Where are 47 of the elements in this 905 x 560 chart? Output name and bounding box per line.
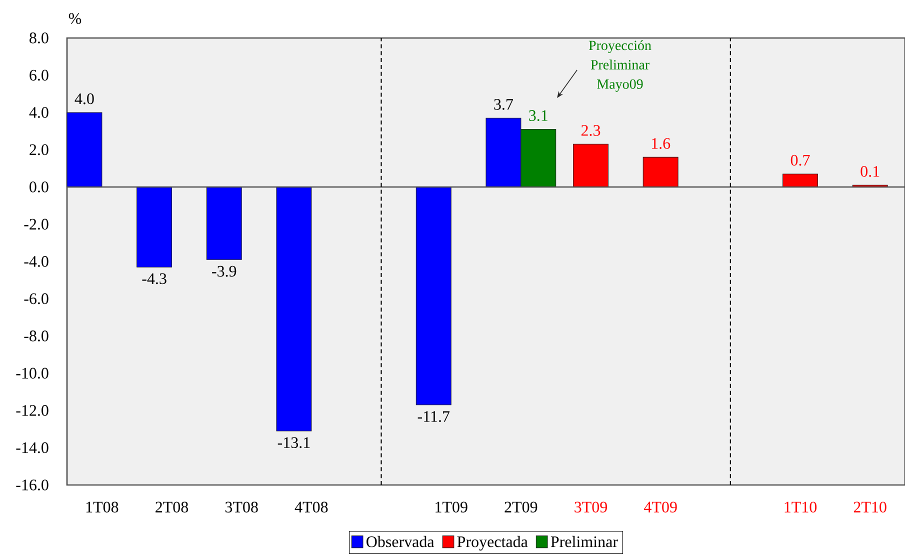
bar <box>136 186 172 268</box>
legend-label: Preliminar <box>550 536 618 548</box>
y-tick-label: -4.0 <box>24 256 48 267</box>
bar <box>66 112 102 188</box>
x-tick-label: 2T09 <box>504 502 538 512</box>
x-tick-label: 1T09 <box>436 502 468 512</box>
data-label: 4.0 <box>74 93 94 104</box>
y-tick-label: 4.0 <box>29 107 48 118</box>
x-tick-label: 4T09 <box>644 502 677 512</box>
y-tick-label: 6.0 <box>30 70 48 81</box>
data-label: 3.1 <box>529 110 548 121</box>
data-label: -13.1 <box>278 437 310 448</box>
legend-label: Proyectada <box>457 536 528 550</box>
bar <box>206 186 242 260</box>
x-tick-label: 1T08 <box>86 502 118 512</box>
y-axis-title: % <box>68 13 82 24</box>
y-tick-label: -10.0 <box>16 368 48 379</box>
x-tick-label: 2T08 <box>156 502 188 512</box>
y-tick-label: 8.0 <box>30 32 48 44</box>
x-tick-label: 3T09 <box>574 502 607 512</box>
x-tick-label: 1T10 <box>784 502 817 512</box>
x-tick-label: 4T08 <box>294 502 328 512</box>
data-label: 2.3 <box>581 125 600 136</box>
bar <box>276 186 312 432</box>
data-label: 0.7 <box>790 154 810 166</box>
x-tick-label: 2T10 <box>854 502 886 512</box>
bar <box>416 186 452 406</box>
data-label: 1.6 <box>652 138 670 149</box>
bar <box>573 144 608 188</box>
x-tick-label: 3T08 <box>225 502 258 512</box>
bar <box>642 156 678 188</box>
y-tick-label: 0.0 <box>30 182 48 192</box>
data-label: -4.3 <box>142 273 166 284</box>
y-tick-label: -16.0 <box>16 480 48 490</box>
annotation: Proyección Preliminar Mayo09 <box>588 40 652 92</box>
y-tick-label: -6.0 <box>24 293 48 304</box>
y-tick-label: -12.0 <box>16 405 48 416</box>
data-label: 0.1 <box>860 166 880 177</box>
y-tick-label: -2.0 <box>24 218 48 230</box>
legend-label: Observada <box>366 536 434 548</box>
data-label: 3.7 <box>494 98 513 110</box>
data-label: -3.9 <box>212 266 236 277</box>
bar <box>782 174 818 188</box>
y-tick-label: -14.0 <box>16 442 48 454</box>
y-tick-label: -8.0 <box>24 330 48 342</box>
y-tick-label: 2.0 <box>30 144 48 156</box>
data-label: -11.7 <box>418 411 450 422</box>
